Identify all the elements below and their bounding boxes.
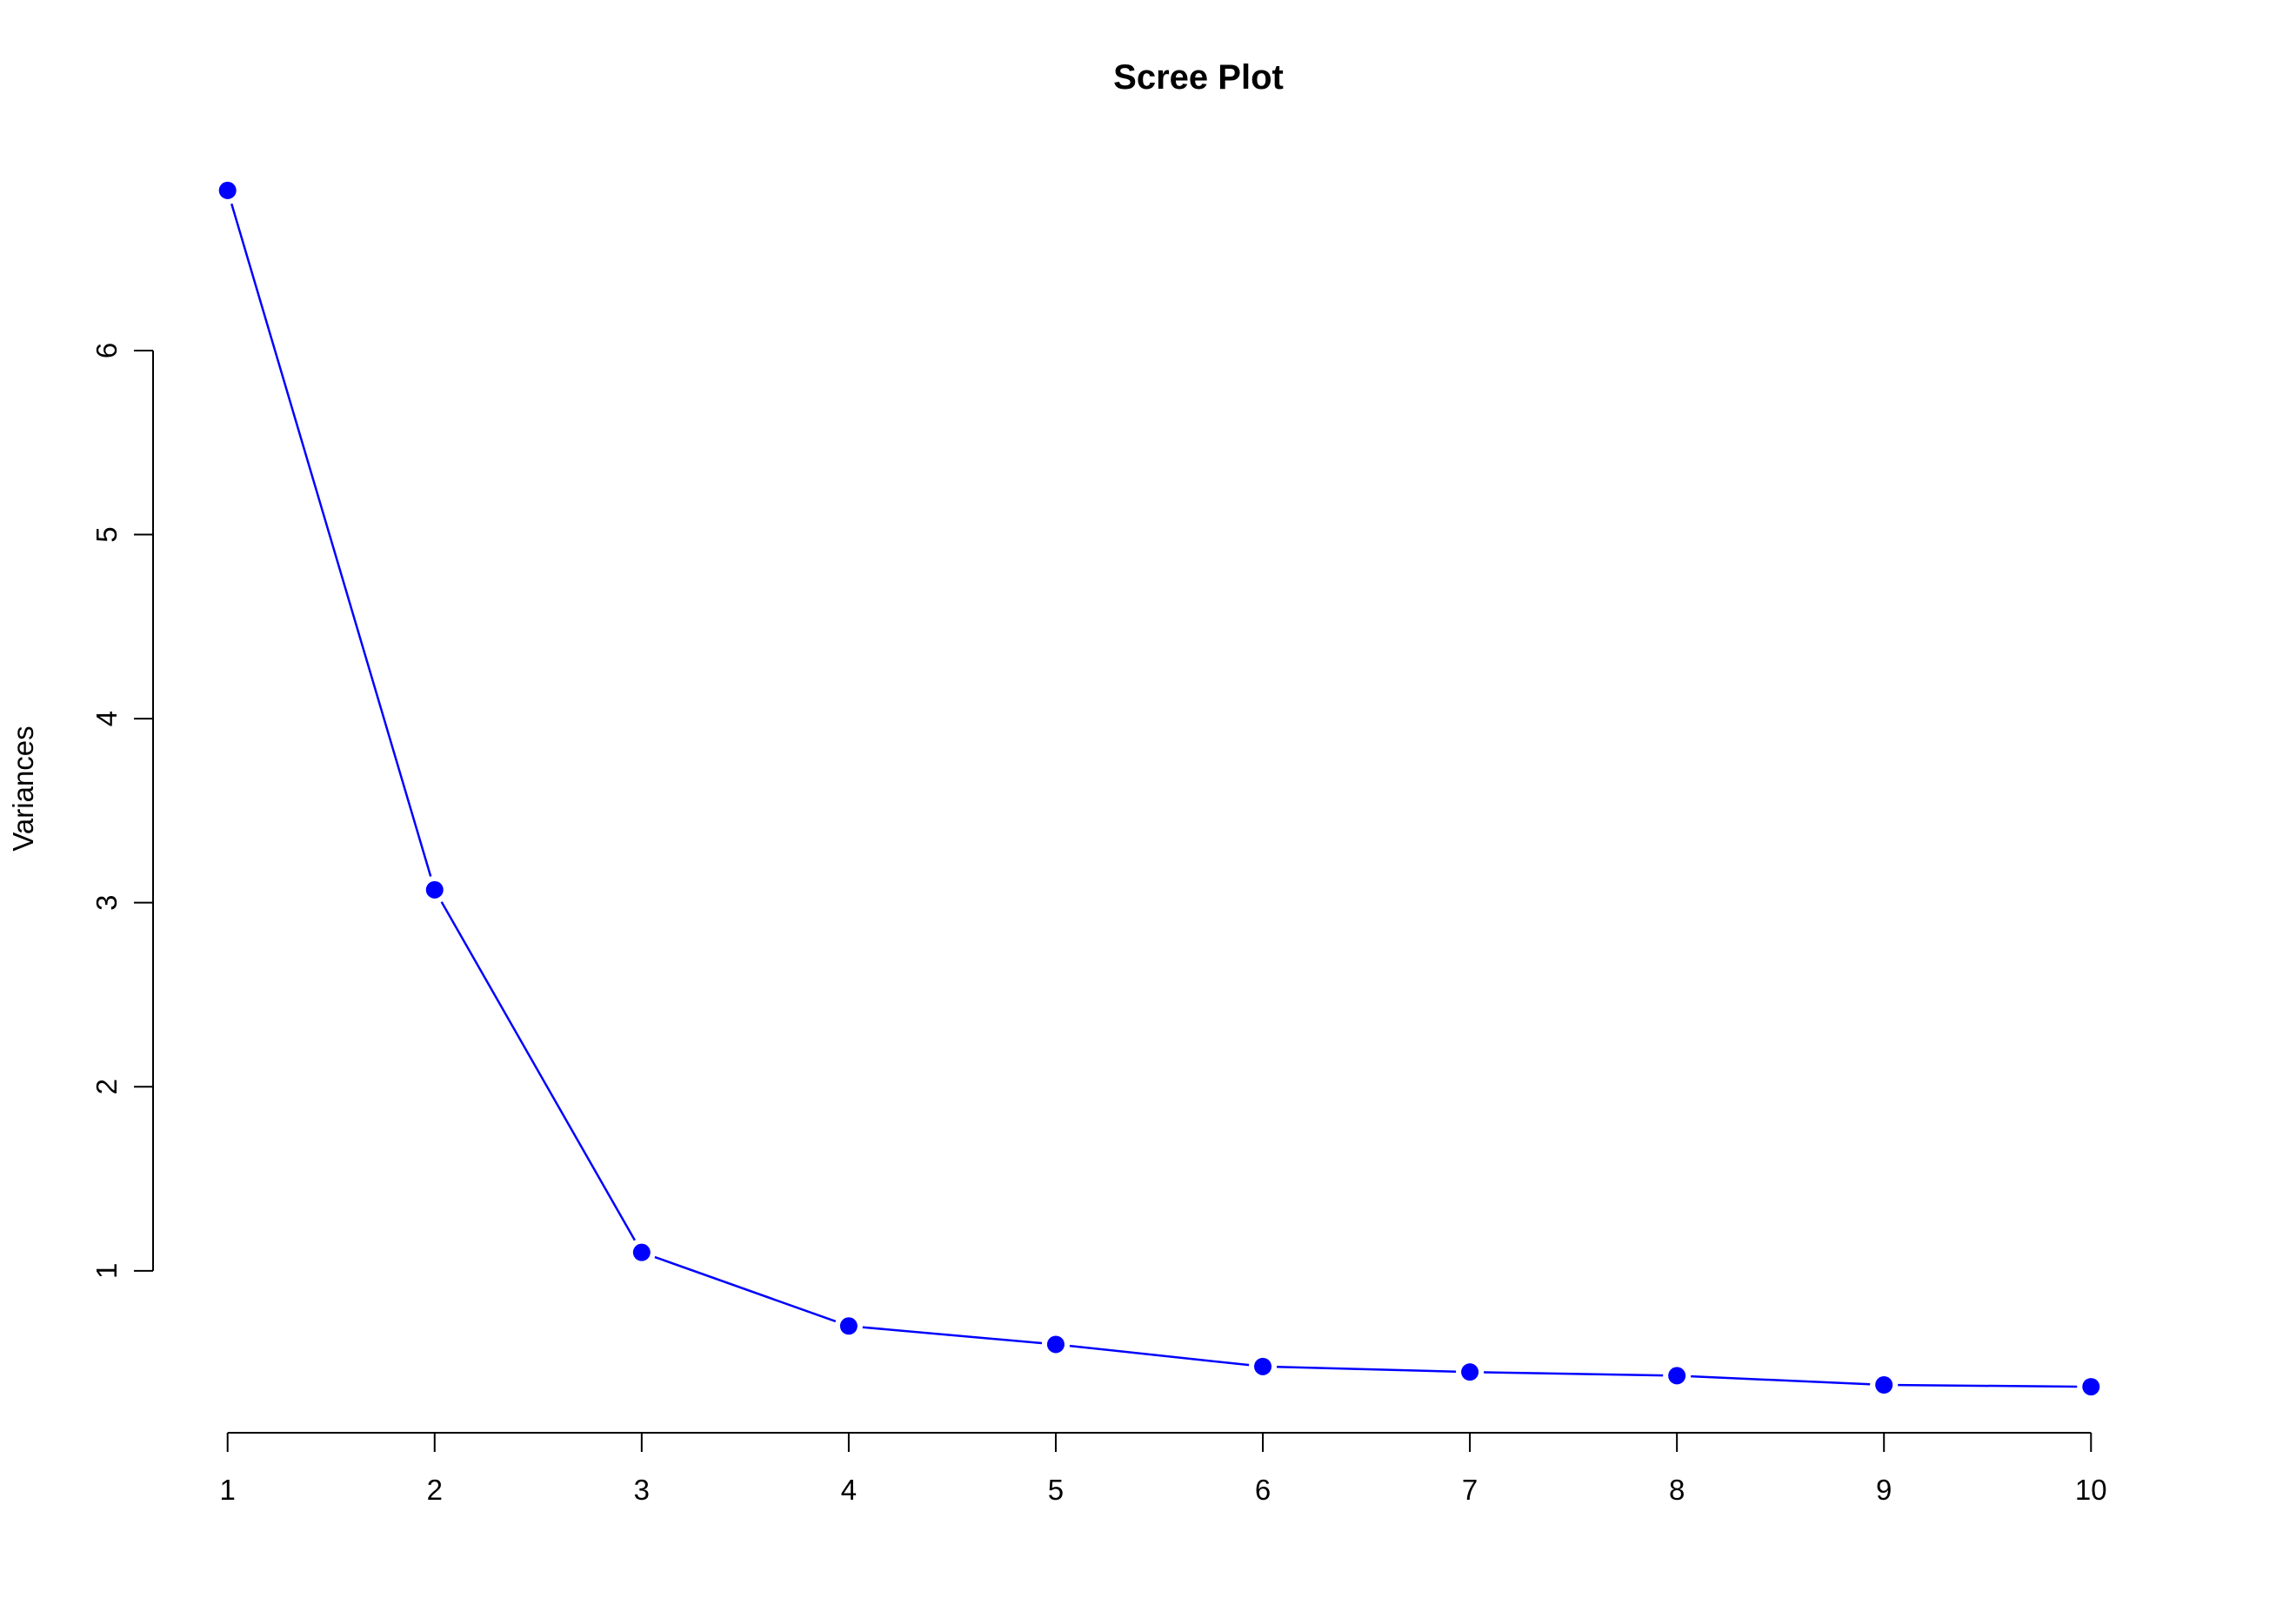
line-segment: [440, 901, 636, 1241]
line-segment: [1069, 1344, 1250, 1367]
data-point: [839, 1317, 858, 1335]
y-tick-label: 3: [90, 894, 123, 910]
line-segment: [230, 203, 432, 877]
x-tick-label: 5: [1048, 1474, 1064, 1506]
y-tick-label: 4: [90, 711, 123, 726]
line-segment: [1276, 1366, 1457, 1374]
x-tick-label: 8: [1669, 1474, 1685, 1506]
data-point: [425, 880, 444, 899]
y-tick-label: 2: [90, 1079, 123, 1094]
y-tick-label: 6: [90, 343, 123, 358]
y-axis-label: Variances: [7, 726, 39, 851]
y-axis: 1 2 3 4 5 6: [90, 343, 154, 1279]
line-segment: [1484, 1371, 1664, 1377]
data-point: [1254, 1357, 1272, 1375]
data-point: [1461, 1363, 1479, 1381]
y-tick-label: 5: [90, 526, 123, 542]
x-tick-label: 2: [427, 1474, 443, 1506]
x-tick-label: 4: [841, 1474, 857, 1506]
x-axis: 1 2 3 4 5 6 7 8 9 10: [220, 1432, 2107, 1506]
x-tick-label: 1: [220, 1474, 236, 1506]
data-point: [632, 1243, 651, 1261]
chart-title: Scree Plot: [1113, 58, 1284, 97]
x-tick-label: 3: [634, 1474, 650, 1506]
data-point: [1046, 1335, 1065, 1354]
data-point: [218, 181, 237, 199]
line-segment: [654, 1255, 837, 1323]
data-point: [1668, 1367, 1686, 1385]
x-tick-label: 6: [1255, 1474, 1271, 1506]
line-segment: [1898, 1383, 2078, 1388]
data-point: [1875, 1375, 1893, 1394]
series-line: [230, 203, 2078, 1388]
y-tick-label: 1: [90, 1263, 123, 1279]
x-tick-label: 10: [2075, 1474, 2107, 1506]
line-segment: [1691, 1374, 1871, 1386]
line-segment: [862, 1326, 1043, 1345]
x-tick-label: 7: [1462, 1474, 1478, 1506]
data-point: [2082, 1378, 2100, 1396]
series-points: [218, 181, 2100, 1396]
x-tick-label: 9: [1876, 1474, 1892, 1506]
